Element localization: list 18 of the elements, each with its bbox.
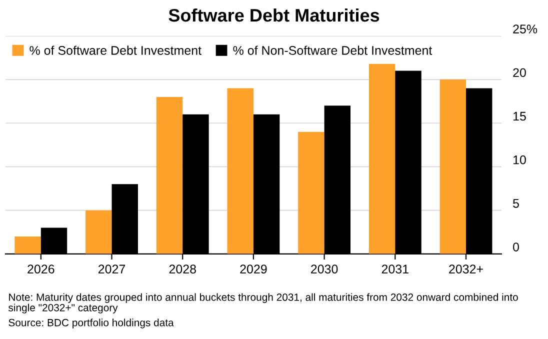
x-tick-label: 2032+ — [449, 264, 483, 274]
text: Note: Maturity dates grouped into annual buckets through 2031, all maturities from 2032 onward combined into single "2032+" category — [8, 293, 518, 314]
x-tick-label: 2027 — [98, 264, 126, 274]
y-tick-label: 20 — [513, 68, 526, 78]
chart-title: Software Debt Maturities — [168, 8, 380, 22]
x-tick-label: 2028 — [169, 264, 196, 274]
legend-label: % of Non-Software Debt Investment — [233, 46, 432, 55]
y-tick-label: 0 — [513, 242, 519, 252]
y-tick-label: 15 — [513, 112, 526, 121]
y-tick-label: 25% — [513, 24, 538, 34]
x-tick-label: 2031 — [382, 264, 408, 274]
x-tick-label: 2030 — [311, 264, 338, 274]
x-tick-label: 2026 — [28, 264, 54, 274]
y-tick-label: 10 — [513, 155, 526, 164]
legend-label: % of Software Debt Investment — [30, 46, 202, 55]
x-tick-label: 2029 — [240, 264, 267, 274]
source-note: Source: BDC portfolio holdings data — [8, 318, 174, 328]
y-tick-label: 5 — [513, 199, 519, 208]
